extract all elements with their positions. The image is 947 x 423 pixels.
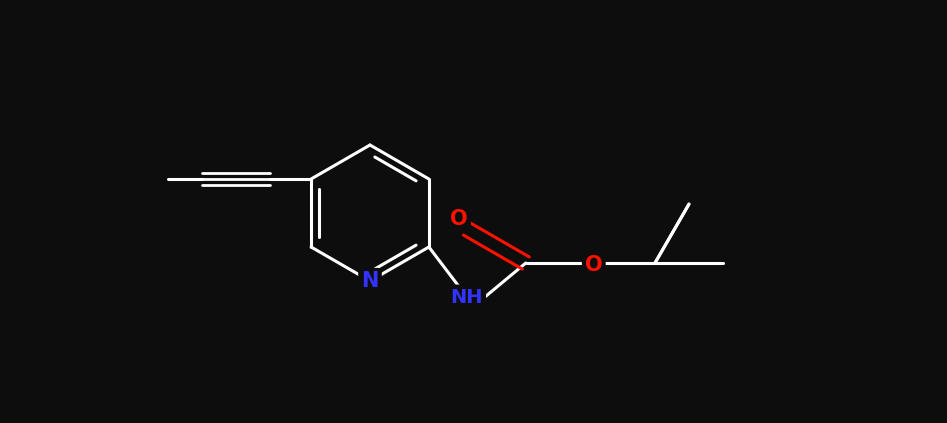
Text: O: O (450, 209, 468, 229)
Text: N: N (362, 271, 379, 291)
Text: NH: NH (451, 288, 483, 307)
Text: O: O (585, 255, 602, 275)
